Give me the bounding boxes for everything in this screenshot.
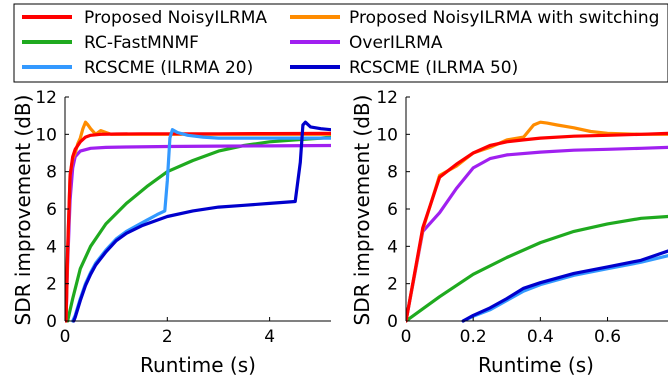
right-x-tick-label: 0.4 — [527, 327, 554, 347]
left-y-tick-label: 8 — [46, 163, 57, 183]
legend-label-rcscme-50: RCSCME (ILRMA 50) — [349, 58, 518, 78]
left-y-tick-label: 2 — [46, 275, 57, 295]
legend-label-rcscme-20: RCSCME (ILRMA 20) — [84, 58, 253, 78]
right-series-rc-fastmnmf — [406, 214, 668, 323]
legend-label-noisyilrma: Proposed NoisyILRMA — [84, 8, 267, 28]
right-series-proposed-noisyilrma — [406, 131, 668, 323]
left-x-axis-label: Runtime (s) — [140, 353, 256, 377]
right-plot-area: 0 2 4 6 8 10 12 0 0.2 0.4 0.6 — [376, 88, 668, 347]
left-series-overilrma — [65, 143, 331, 323]
right-x-tick-label: 0 — [401, 327, 412, 347]
right-y-tick-label: 4 — [387, 237, 398, 257]
right-y-tick-label: 8 — [387, 163, 398, 183]
legend: Proposed NoisyILRMA Proposed NoisyILRMA … — [13, 3, 668, 83]
left-plot-area: 0 2 4 6 8 10 12 0 2 4 — [35, 88, 331, 347]
right-x-axis-label: Runtime (s) — [478, 353, 594, 377]
left-y-tick-label: 6 — [46, 200, 57, 220]
legend-label-rc-fastmnmf: RC-FastMNMF — [84, 33, 199, 53]
left-y-axis-label: SDR improvement (dB) — [11, 95, 35, 326]
left-y-tick-label: 12 — [35, 88, 57, 108]
left-y-tick-label: 0 — [46, 312, 57, 332]
left-series-proposed-noisyilrma-with-switching — [65, 120, 331, 323]
left-y-tick-label: 10 — [35, 125, 57, 145]
right-series-group — [406, 120, 668, 323]
right-chart: 0 2 4 6 8 10 12 0 0.2 0.4 0.6 Runtime (s) SDR impr… — [350, 88, 668, 377]
left-x-tick-label: 0 — [60, 327, 71, 347]
left-series-rcscme-ilrma-50 — [72, 120, 331, 323]
right-series-rcscme-ilrma-50 — [461, 249, 668, 323]
right-x-tick-label: 0.2 — [460, 327, 487, 347]
right-series-overilrma — [406, 145, 668, 323]
right-y-tick-label: 0 — [387, 312, 398, 332]
legend-label-overilrma: OverILRMA — [349, 33, 443, 53]
left-x-tick-label: 2 — [162, 327, 173, 347]
right-y-tick-label: 10 — [376, 125, 398, 145]
right-y-tick-label: 2 — [387, 275, 398, 295]
left-series-rc-fastmnmf — [65, 135, 331, 323]
legend-box — [13, 3, 668, 83]
left-series-group — [65, 120, 331, 323]
left-x-tick-label: 4 — [264, 327, 275, 347]
left-series-proposed-noisyilrma — [65, 131, 331, 323]
right-y-tick-label: 6 — [387, 200, 398, 220]
left-y-tick-label: 4 — [46, 237, 57, 257]
left-chart: 0 2 4 6 8 10 12 0 2 4 Runtime (s) SDR improvement… — [11, 88, 331, 377]
right-y-tick-label: 12 — [376, 88, 398, 108]
right-y-axis-label: SDR improvement (dB) — [350, 95, 374, 326]
right-x-tick-label: 0.6 — [594, 327, 621, 347]
legend-label-noisyilrma-switching: Proposed NoisyILRMA with switching — [349, 8, 659, 28]
